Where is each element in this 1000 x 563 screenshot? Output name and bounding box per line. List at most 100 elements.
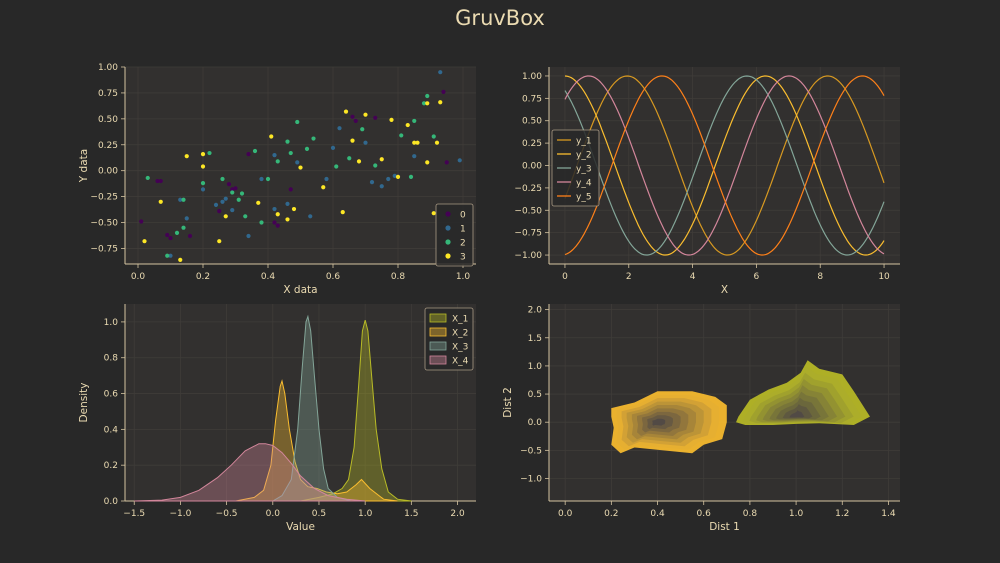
scatter-point: [275, 223, 280, 228]
plot-area: [125, 304, 476, 501]
scatter-subplot: 0.0 0.2 0.4 0.6 0.8 1.0 −0.75 −0.50 −0.25 0.00 0.2…: [78, 63, 476, 296]
scatter-point: [291, 206, 297, 212]
scatter-point: [213, 202, 219, 207]
x-tick-label: 0.2: [196, 272, 210, 282]
legend-marker: [445, 211, 451, 217]
scatter-point: [343, 109, 349, 114]
y-tick-label: −0.75: [514, 229, 542, 239]
scatter-point: [236, 197, 241, 202]
legend-patch: [429, 327, 447, 337]
legend-patch: [429, 313, 447, 323]
scatter-point: [431, 211, 436, 216]
scatter-point: [226, 182, 232, 187]
scatter-point: [239, 191, 245, 196]
scatter-point: [187, 233, 193, 239]
scatter-point: [220, 176, 225, 182]
scatter-point: [200, 164, 206, 169]
x-axis-label: Value: [286, 521, 315, 533]
series-line: [564, 75, 885, 256]
scatter-point: [360, 127, 365, 132]
scatter-point: [425, 160, 430, 165]
y-tick-label: 0.2: [104, 461, 118, 471]
scatter-point: [139, 219, 144, 224]
density-area: [235, 379, 398, 502]
scatter-point: [217, 239, 222, 244]
scatter-point: [412, 154, 417, 159]
scatter-point: [184, 154, 189, 159]
scatter-point: [330, 145, 336, 150]
series-line: [564, 75, 885, 256]
y-tick-label: 0.25: [522, 139, 542, 149]
scatter-point: [340, 210, 345, 215]
kde-contour-subplot: 0.0 0.2 0.4 0.6 0.8 1.0 1.2 1.4 −1.0 −0.5 0.0 0.5 1.…: [502, 304, 900, 533]
x-axis-label: Dist 1: [709, 521, 740, 533]
scatter-point: [272, 220, 277, 225]
series-line: [564, 75, 885, 256]
y-tick-label: 0.75: [98, 89, 118, 99]
y-tick-label: 0.50: [522, 117, 542, 127]
scatter-point: [233, 186, 238, 191]
legend-label: 2: [460, 239, 466, 249]
scatter-point: [142, 239, 147, 244]
y-tick-label: 0.00: [522, 162, 542, 172]
x-tick-label: 0.6: [697, 509, 712, 519]
grid: [125, 66, 476, 264]
scatter-point: [165, 253, 170, 258]
scatter-point: [181, 197, 186, 202]
scatter-point: [373, 163, 378, 168]
scatter-point: [295, 119, 300, 125]
scatter-point: [421, 101, 427, 106]
y-tick-label: 0.0: [528, 418, 543, 428]
scatter-point: [412, 140, 417, 145]
x-tick-label: 0.0: [131, 272, 146, 282]
scatter-point: [259, 220, 264, 225]
x-tick-label: 2.0: [450, 509, 465, 519]
scatter-point: [438, 100, 443, 105]
scatter-point: [434, 140, 440, 145]
x-tick-label: 10: [878, 272, 890, 282]
scatter-point: [379, 184, 384, 189]
legend-label: y_2: [576, 151, 592, 161]
scatter-point: [246, 233, 251, 239]
x-tick-label: 2: [626, 272, 632, 282]
scatter-point: [275, 159, 280, 164]
y-tick-label: −1.00: [514, 251, 542, 261]
scatter-point: [275, 212, 280, 217]
scatter-point: [373, 115, 378, 120]
grid: [549, 67, 900, 264]
scatter-point: [269, 134, 274, 139]
scatter-point: [298, 165, 303, 170]
legend-label: y_1: [576, 137, 592, 147]
x-tick-label: 1.5: [404, 509, 418, 519]
y-tick-label: 0.0: [104, 497, 119, 507]
scatter-point: [321, 185, 326, 190]
scatter-point: [217, 209, 222, 214]
x-tick-label: 1.0: [358, 509, 373, 519]
y-axis-label: Dist 2: [502, 387, 514, 418]
x-tick-label: 6: [754, 272, 760, 282]
legend-label: y_4: [576, 179, 592, 189]
scatter-point: [252, 148, 258, 154]
scatter-point: [243, 214, 248, 219]
scatter-point: [256, 200, 261, 205]
y-tick-label: −0.25: [514, 184, 542, 194]
scatter-point: [230, 187, 235, 192]
series-line: [564, 75, 885, 256]
density-area: [300, 319, 412, 502]
scatter-point: [220, 199, 225, 204]
scatter-point: [288, 187, 293, 192]
scatter-point: [200, 187, 206, 192]
scatter-point: [158, 199, 163, 204]
scatter-point: [363, 112, 368, 117]
density-area: [134, 443, 366, 502]
scatter-point: [174, 230, 180, 235]
x-tick-label: −0.5: [216, 509, 238, 519]
y-tick-label: 0.75: [522, 94, 542, 104]
scatter-point: [363, 140, 368, 145]
x-tick-label: 1.4: [881, 509, 896, 519]
y-tick-label: 1.0: [104, 318, 119, 328]
y-tick-label: −1.0: [520, 474, 542, 484]
legend-label: X_2: [452, 329, 468, 339]
legend-label: 0: [460, 211, 466, 221]
legend-marker: [445, 225, 451, 231]
